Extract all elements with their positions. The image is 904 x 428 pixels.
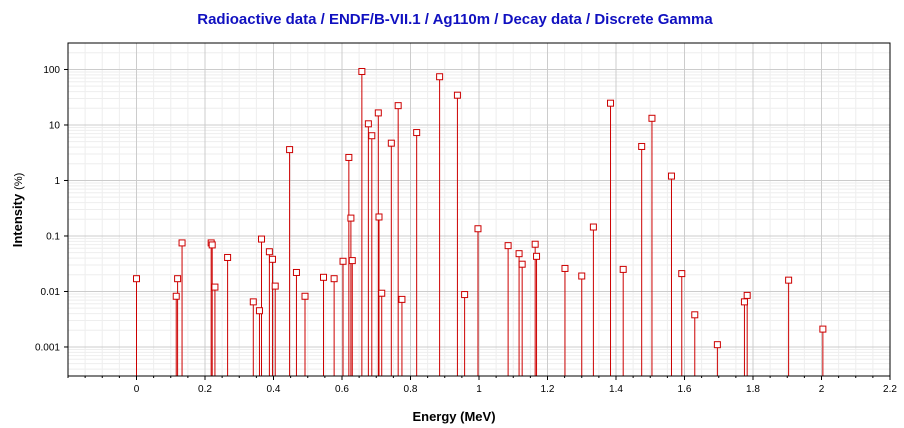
data-point xyxy=(258,235,266,243)
x-tick-label: 1 xyxy=(476,384,482,395)
data-point xyxy=(785,276,793,284)
x-tick-label: 0.6 xyxy=(335,384,349,395)
data-point xyxy=(743,291,751,299)
data-point xyxy=(375,213,383,221)
y-tick-label: 0.001 xyxy=(35,342,60,353)
data-point xyxy=(208,241,216,249)
data-point xyxy=(713,341,721,349)
y-tick-label: 0.1 xyxy=(46,231,60,242)
data-point xyxy=(394,102,402,110)
data-point xyxy=(607,99,615,107)
data-point xyxy=(740,298,748,306)
y-axis-label: Intensity xyxy=(10,193,25,247)
data-point xyxy=(211,283,219,291)
data-point xyxy=(368,132,376,140)
x-tick-label: 0.4 xyxy=(267,384,281,395)
data-point xyxy=(255,307,263,315)
x-tick-label: 2.2 xyxy=(883,384,897,395)
data-point xyxy=(268,255,276,263)
data-point xyxy=(348,257,356,265)
x-tick-label: 0 xyxy=(134,384,140,395)
data-point xyxy=(345,153,353,161)
y-axis-unit: (%) xyxy=(13,173,25,190)
y-axis: 0.001 0.01 0.1 1 10 100 xyxy=(35,65,68,353)
data-point xyxy=(691,311,699,319)
data-point xyxy=(292,268,300,276)
data-point xyxy=(224,253,232,261)
data-point xyxy=(648,114,656,122)
y-tick-label: 0.01 xyxy=(41,287,61,298)
data-point xyxy=(133,275,140,283)
data-point xyxy=(619,265,627,273)
data-point xyxy=(518,260,526,268)
x-tick-label: 1.4 xyxy=(609,384,623,395)
data-point xyxy=(474,225,482,233)
data-point xyxy=(578,272,586,280)
data-point xyxy=(413,129,421,137)
data-point xyxy=(286,146,294,154)
data-point xyxy=(504,242,512,250)
data-point xyxy=(453,91,461,99)
x-tick-label: 2 xyxy=(819,384,825,395)
data-point xyxy=(271,282,279,290)
data-point xyxy=(320,273,328,281)
x-tick-label: 1.2 xyxy=(541,384,555,395)
data-point xyxy=(461,291,469,299)
data-stems xyxy=(136,71,824,376)
data-point xyxy=(667,172,675,180)
y-tick-label: 1 xyxy=(54,176,60,187)
data-point xyxy=(589,223,597,231)
data-point xyxy=(347,214,355,222)
data-point xyxy=(301,292,309,300)
y-tick-label: 10 xyxy=(49,120,61,131)
data-point xyxy=(533,252,541,260)
data-point xyxy=(358,67,366,75)
data-point xyxy=(178,239,186,247)
data-point xyxy=(364,120,372,128)
data-point xyxy=(398,295,406,303)
chart-title: Radioactive data / ENDF/B-VII.1 / Ag110m… xyxy=(197,11,713,28)
x-tick-label: 0.8 xyxy=(404,384,418,395)
data-point xyxy=(265,248,273,256)
data-point xyxy=(515,250,523,258)
data-point xyxy=(387,139,395,147)
x-tick-label: 1.6 xyxy=(678,384,692,395)
data-point xyxy=(339,257,347,265)
x-tick-label: 1.8 xyxy=(746,384,760,395)
data-point xyxy=(678,270,686,278)
data-point xyxy=(436,73,444,81)
y-axis-title: Intensity (%) xyxy=(10,173,25,248)
data-point xyxy=(378,289,386,297)
data-point xyxy=(249,298,257,306)
data-point xyxy=(561,264,569,272)
data-point xyxy=(330,275,338,283)
data-point xyxy=(819,325,827,333)
data-point xyxy=(174,275,182,283)
data-point xyxy=(374,109,382,117)
major-gridlines xyxy=(68,43,891,376)
x-axis-label: Energy (MeV) xyxy=(412,409,495,424)
data-markers xyxy=(133,67,827,349)
x-axis: 0 0.2 0.4 0.6 0.8 1 1.2 1.4 1.6 1.8 2 2.2 xyxy=(67,376,897,395)
data-point xyxy=(531,240,539,248)
y-tick-label: 100 xyxy=(43,65,60,76)
data-point xyxy=(172,292,180,300)
x-tick-label: 0.2 xyxy=(198,384,212,395)
data-point xyxy=(638,142,646,150)
